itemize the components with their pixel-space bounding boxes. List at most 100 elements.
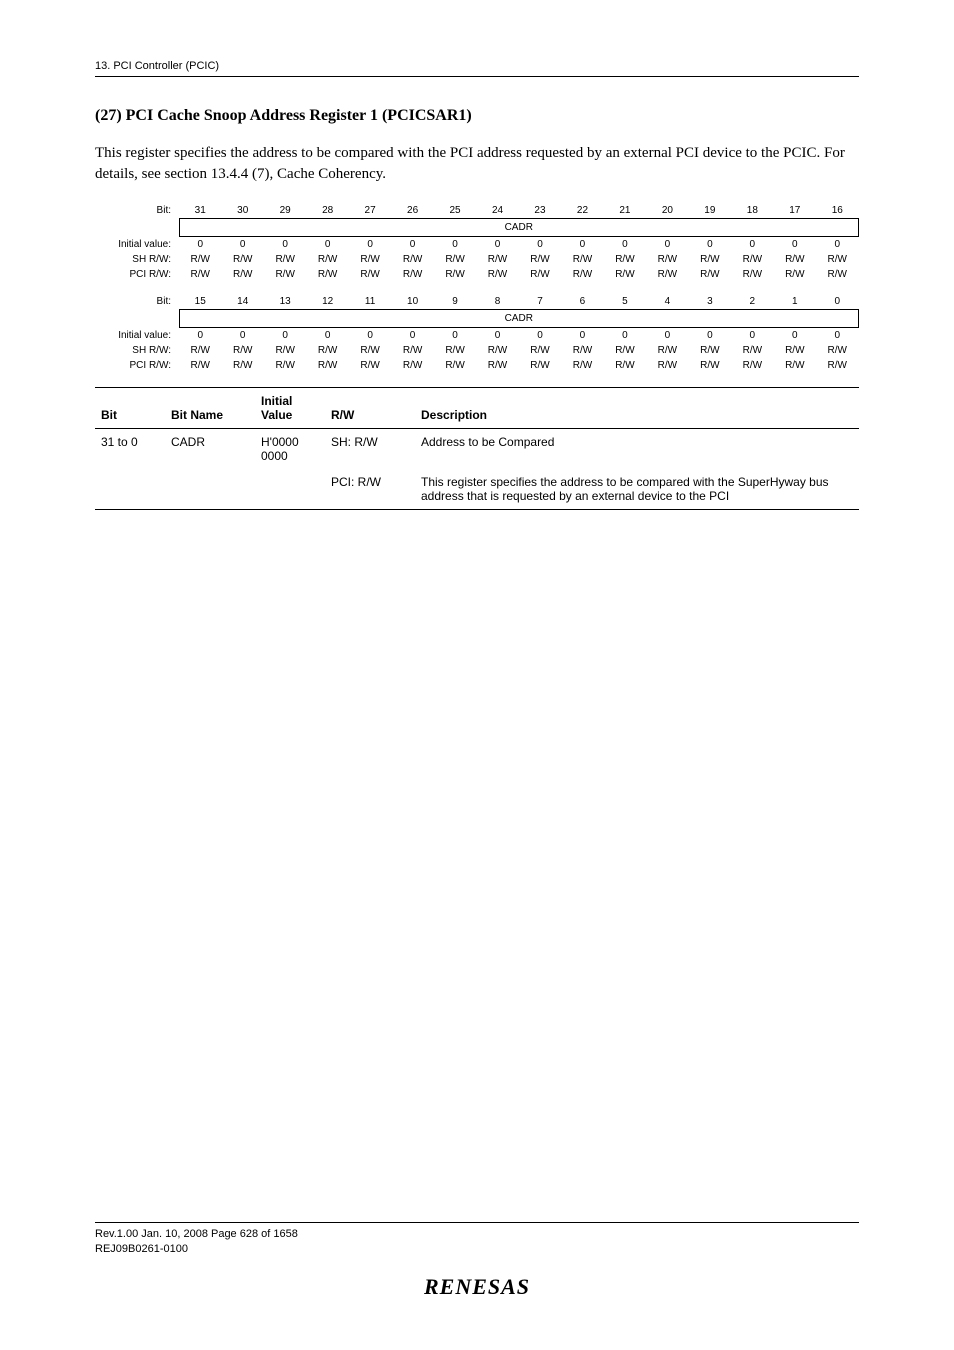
bit-number: 24 (476, 203, 518, 219)
bit-value: R/W (306, 267, 348, 282)
bit-value: R/W (476, 252, 518, 267)
logo-text: RENESAS (424, 1274, 530, 1299)
bit-number: 23 (519, 203, 561, 219)
bit-number: 7 (519, 294, 561, 310)
bit-value: R/W (391, 358, 433, 373)
bitmap-row-label: SH R/W: (95, 343, 179, 358)
bitmap-row-label: Bit: (95, 294, 179, 310)
bit-number: 12 (306, 294, 348, 310)
bit-number: 2 (731, 294, 773, 310)
th-bit: Bit (95, 388, 165, 429)
th-rw: R/W (325, 388, 415, 429)
bit-value: R/W (604, 252, 646, 267)
bit-value: R/W (731, 252, 773, 267)
bit-number: 20 (646, 203, 688, 219)
bit-value: R/W (561, 343, 603, 358)
bit-value: R/W (476, 343, 518, 358)
bit-value: 0 (689, 237, 731, 253)
bitmap-row-label: Initial value: (95, 328, 179, 344)
bit-value: R/W (561, 358, 603, 373)
bit-value: R/W (221, 343, 263, 358)
th-initial: Initial Value (255, 388, 325, 429)
td-desc1: Address to be Compared (415, 429, 859, 470)
bit-value: R/W (179, 267, 221, 282)
bit-value: R/W (391, 267, 433, 282)
bit-value: 0 (179, 237, 221, 253)
bit-number: 11 (349, 294, 391, 310)
td-initial: H'0000 0000 (255, 429, 325, 470)
td-desc2: This register specifies the address to b… (415, 469, 859, 510)
bit-value: R/W (264, 267, 306, 282)
bit-value: 0 (306, 328, 348, 344)
footer-rule (95, 1222, 859, 1223)
bit-value: 0 (816, 237, 858, 253)
bitmap-row-label (95, 310, 179, 328)
bit-value: 0 (264, 328, 306, 344)
bit-number: 4 (646, 294, 688, 310)
bit-value: 0 (476, 237, 518, 253)
bit-value: R/W (221, 358, 263, 373)
bit-value: R/W (774, 267, 816, 282)
bit-value: R/W (519, 343, 561, 358)
bit-value: R/W (476, 267, 518, 282)
bit-number: 25 (434, 203, 476, 219)
bit-value: R/W (349, 252, 391, 267)
bitmap-row-label: PCI R/W: (95, 358, 179, 373)
bit-value: R/W (604, 267, 646, 282)
footer-line1: Rev.1.00 Jan. 10, 2008 Page 628 of 1658 (95, 1227, 859, 1241)
bit-value: R/W (519, 358, 561, 373)
bit-number: 22 (561, 203, 603, 219)
bit-value: 0 (434, 237, 476, 253)
bit-value: R/W (264, 358, 306, 373)
bit-value: 0 (774, 237, 816, 253)
td-rw1: SH: R/W (325, 429, 415, 470)
bit-value: R/W (349, 267, 391, 282)
bit-value: 0 (519, 237, 561, 253)
bitmap-row-label: SH R/W: (95, 252, 179, 267)
bit-value: 0 (646, 328, 688, 344)
bitmap-row-label: Bit: (95, 203, 179, 219)
td-bitname2 (165, 469, 255, 510)
page-footer: Rev.1.00 Jan. 10, 2008 Page 628 of 1658 … (95, 1222, 859, 1300)
bit-value: R/W (561, 252, 603, 267)
td-bitname: CADR (165, 429, 255, 470)
bit-value: R/W (604, 358, 646, 373)
bit-value: 0 (264, 237, 306, 253)
bit-value: 0 (391, 328, 433, 344)
bit-value: R/W (561, 267, 603, 282)
bit-number: 30 (221, 203, 263, 219)
footer-line2: REJ09B0261-0100 (95, 1242, 859, 1256)
th-bitname: Bit Name (165, 388, 255, 429)
bit-number: 21 (604, 203, 646, 219)
bit-value: 0 (221, 237, 263, 253)
bit-value: R/W (264, 252, 306, 267)
bit-value: R/W (434, 358, 476, 373)
bit-value: R/W (349, 343, 391, 358)
td-initial2 (255, 469, 325, 510)
bit-number: 3 (689, 294, 731, 310)
bit-value: 0 (349, 328, 391, 344)
bit-value: 0 (519, 328, 561, 344)
bit-value: 0 (476, 328, 518, 344)
bit-value: R/W (179, 358, 221, 373)
bit-value: 0 (731, 237, 773, 253)
bit-value: R/W (179, 343, 221, 358)
bit-value: 0 (731, 328, 773, 344)
bit-value: R/W (816, 358, 858, 373)
bit-value: R/W (816, 343, 858, 358)
bit-number: 16 (816, 203, 858, 219)
body-para: This register specifies the address to b… (95, 143, 859, 185)
bit-value: R/W (391, 343, 433, 358)
bit-value: 0 (689, 328, 731, 344)
bit-value: R/W (816, 267, 858, 282)
bit-value: 0 (306, 237, 348, 253)
bit-number: 26 (391, 203, 433, 219)
td-rw2: PCI: R/W (325, 469, 415, 510)
bit-value: R/W (689, 343, 731, 358)
bit-value: R/W (306, 358, 348, 373)
bit-value: 0 (604, 237, 646, 253)
bit-number: 29 (264, 203, 306, 219)
bit-value: R/W (519, 252, 561, 267)
bit-value: R/W (816, 252, 858, 267)
bit-value: R/W (689, 358, 731, 373)
